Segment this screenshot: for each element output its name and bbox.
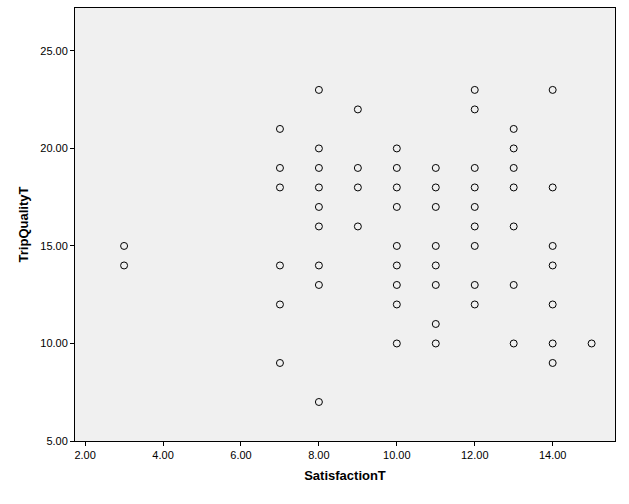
svg-text:14.00: 14.00 bbox=[539, 449, 567, 461]
svg-text:8.00: 8.00 bbox=[308, 449, 329, 461]
svg-text:10.00: 10.00 bbox=[383, 449, 411, 461]
svg-text:SatisfactionT: SatisfactionT bbox=[304, 468, 386, 483]
svg-text:TripQualityT: TripQualityT bbox=[16, 187, 31, 263]
svg-text:20.00: 20.00 bbox=[40, 142, 68, 154]
svg-text:25.00: 25.00 bbox=[40, 45, 68, 57]
svg-text:2.00: 2.00 bbox=[74, 449, 95, 461]
svg-text:4.00: 4.00 bbox=[152, 449, 173, 461]
svg-text:6.00: 6.00 bbox=[230, 449, 251, 461]
svg-text:15.00: 15.00 bbox=[40, 240, 68, 252]
svg-text:12.00: 12.00 bbox=[461, 449, 489, 461]
svg-text:10.00: 10.00 bbox=[40, 337, 68, 349]
svg-text:5.00: 5.00 bbox=[46, 435, 67, 447]
